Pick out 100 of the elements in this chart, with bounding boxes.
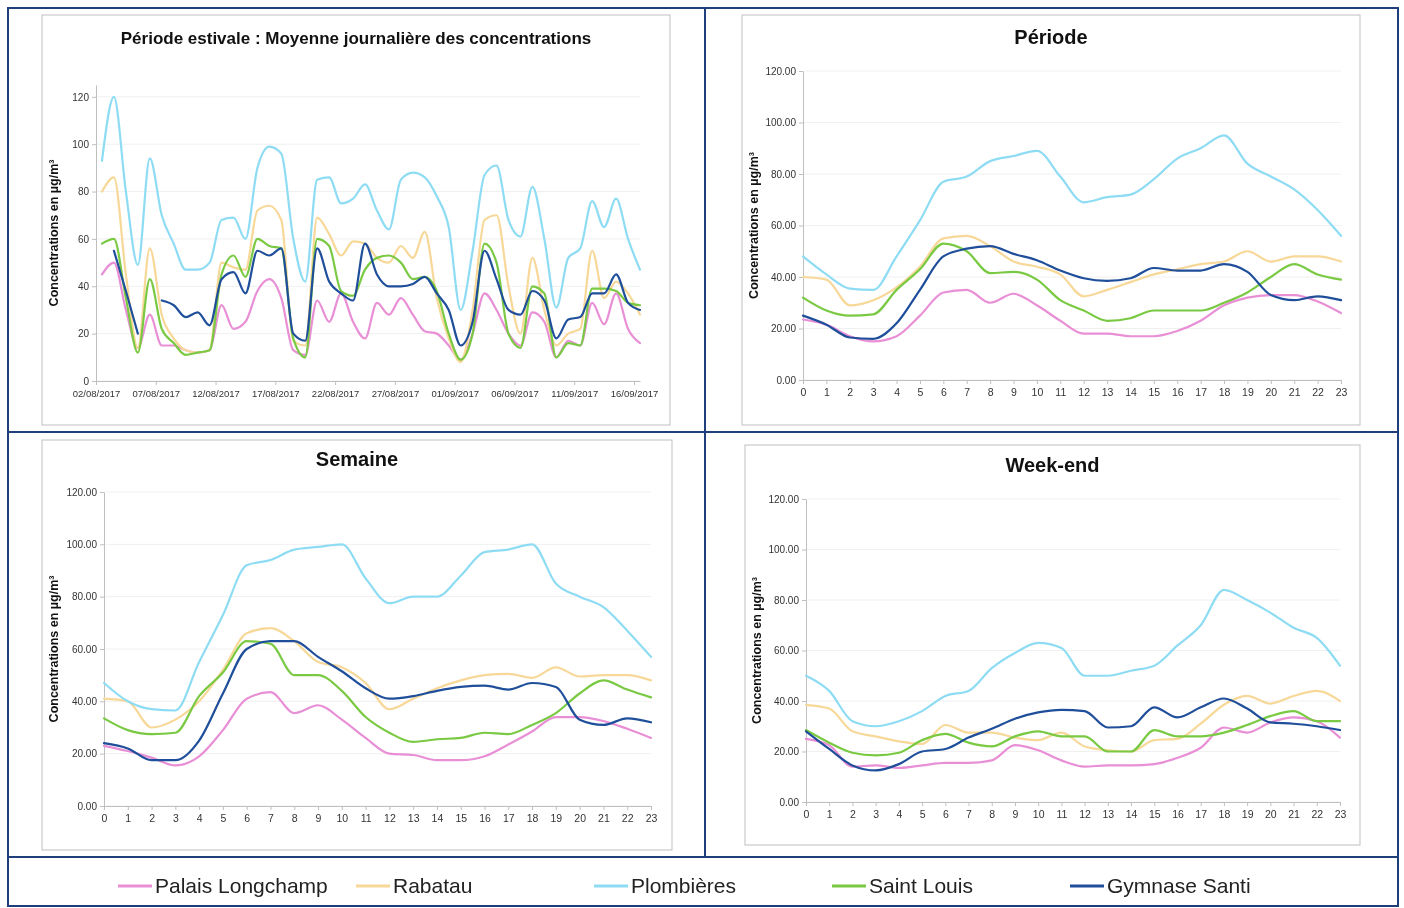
x-tick-label: 15 [1148, 386, 1161, 399]
x-tick-label: 01/09/2017 [431, 387, 479, 399]
y-tick-label: 60.00 [71, 643, 98, 655]
x-tick-label: 7 [964, 386, 971, 399]
x-tick-label: 0 [803, 808, 810, 821]
line-series [804, 689, 1342, 753]
line-series [804, 697, 1342, 772]
x-tick-label: 13 [407, 812, 420, 825]
x-tick-label: 27/08/2017 [371, 387, 420, 399]
x-tick-label: 2 [847, 386, 854, 399]
y-tick-label: 80.00 [71, 591, 98, 603]
x-tick-label: 8 [291, 812, 298, 825]
legend-label: Saint Louis [869, 874, 973, 897]
line-series [801, 134, 1343, 291]
y-tick-label: 80.00 [773, 594, 800, 606]
y-tick-label: 100.00 [66, 539, 98, 551]
legend-label: Plombières [631, 874, 737, 897]
chart-title: Semaine [315, 448, 399, 470]
y-tick-label: 120.00 [66, 486, 98, 498]
x-tick-label: 19 [1241, 808, 1254, 821]
x-tick-label: 16/09/2017 [610, 387, 659, 399]
x-tick-label: 6 [940, 386, 947, 399]
line-series [801, 242, 1343, 322]
x-tick-label: 23 [645, 812, 658, 825]
x-tick-label: 02/08/2017 [72, 387, 121, 399]
x-tick-label: 06/09/2017 [491, 387, 539, 399]
line-series [804, 716, 1342, 770]
x-tick-label: 15 [1148, 808, 1161, 821]
line-series [100, 176, 642, 364]
x-tick-label: 6 [244, 812, 251, 825]
x-tick-label: 13 [1102, 808, 1115, 821]
x-tick-label: 9 [1012, 808, 1019, 821]
x-tick-label: 3 [172, 812, 179, 825]
x-tick-label: 5 [919, 808, 926, 821]
line-series [102, 640, 653, 743]
x-tick-label: 13 [1101, 386, 1114, 399]
x-tick-label: 17 [1195, 386, 1208, 399]
x-tick-label: 14 [1125, 386, 1137, 399]
y-axis-title: Concentrations en µg/m³ [47, 575, 61, 723]
x-tick-label: 11 [360, 812, 372, 825]
x-tick-label: 12/08/2017 [192, 387, 240, 399]
y-tick-label: 20.00 [71, 748, 98, 760]
line-series [100, 237, 642, 361]
x-tick-label: 14 [1125, 808, 1138, 821]
x-tick-label: 16 [479, 812, 492, 825]
x-tick-label: 19 [550, 812, 563, 825]
x-tick-label: 1 [826, 808, 833, 821]
x-tick-label: 4 [896, 808, 903, 821]
x-tick-label: 0 [101, 812, 108, 825]
legend-label: Palais Longchamp [155, 874, 328, 897]
legend-label: Rabatau [393, 874, 473, 897]
chart-title: Week-end [1005, 454, 1100, 476]
x-tick-label: 5 [917, 386, 924, 399]
x-tick-label: 2 [149, 812, 156, 825]
line-series [804, 710, 1342, 757]
x-tick-label: 17/08/2017 [252, 387, 300, 399]
x-tick-label: 7 [268, 812, 275, 825]
x-tick-label: 4 [894, 386, 901, 399]
y-tick-label: 20.00 [770, 323, 797, 335]
y-tick-label: 120.00 [765, 65, 797, 77]
x-tick-label: 11 [1056, 808, 1068, 821]
x-tick-label: 4 [196, 812, 203, 825]
y-axis-title: Concentrations en µg/m³ [47, 159, 61, 307]
x-tick-label: 15 [455, 812, 468, 825]
y-tick-label: 0 [83, 375, 90, 387]
y-tick-label: 0.00 [776, 374, 797, 386]
y-tick-label: 40.00 [71, 696, 98, 708]
x-tick-label: 11/09/2017 [551, 387, 599, 399]
y-tick-label: 100.00 [768, 544, 800, 556]
x-tick-label: 22/08/2017 [311, 387, 360, 399]
x-tick-label: 1 [823, 386, 830, 399]
x-tick-label: 20 [574, 812, 587, 825]
chart-title: Période estivale : Moyenne journalière des concentrations [120, 29, 592, 48]
x-tick-label: 16 [1172, 808, 1184, 821]
chart-title: Période [1014, 26, 1088, 48]
line-series [102, 543, 653, 712]
y-tick-label: 0.00 [77, 800, 98, 812]
x-tick-label: 17 [502, 812, 515, 825]
x-tick-label: 22 [1312, 386, 1325, 399]
line-series [102, 691, 653, 767]
x-tick-label: 20 [1265, 808, 1277, 821]
x-tick-label: 18 [526, 812, 539, 825]
x-tick-label: 12 [1079, 808, 1092, 821]
legend-label: Gymnase Santi [1107, 874, 1251, 897]
y-tick-label: 0.00 [779, 796, 800, 808]
x-tick-label: 9 [315, 812, 322, 825]
x-tick-label: 22 [621, 812, 634, 825]
line-series [102, 640, 653, 762]
y-tick-label: 100 [72, 138, 90, 150]
x-tick-label: 11 [1055, 386, 1067, 399]
x-tick-label: 7 [966, 808, 973, 821]
x-tick-label: 07/08/2017 [132, 387, 181, 399]
x-tick-label: 14 [431, 812, 444, 825]
x-tick-label: 10 [336, 812, 349, 825]
y-tick-label: 120 [72, 91, 90, 103]
x-tick-label: 8 [989, 808, 996, 821]
line-series [801, 234, 1343, 307]
line-series [102, 626, 653, 729]
x-tick-label: 22 [1311, 808, 1324, 821]
y-tick-label: 60.00 [773, 645, 800, 657]
